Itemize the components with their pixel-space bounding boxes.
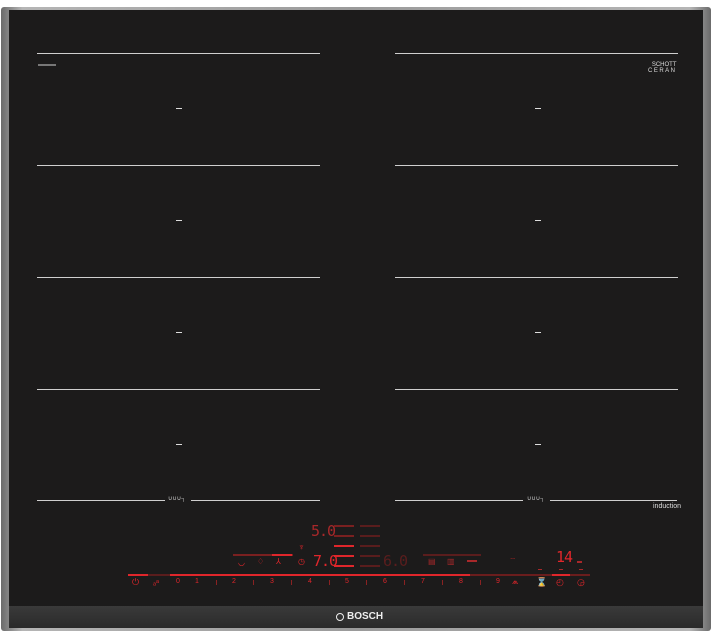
power-level-9[interactable]: 9 bbox=[496, 578, 500, 585]
fry-sensor-bar bbox=[233, 554, 293, 556]
function-bar bbox=[423, 554, 481, 556]
timer-icon[interactable]: ◷ bbox=[298, 557, 305, 566]
power-level-1[interactable]: 1 bbox=[195, 578, 199, 585]
zone-marker[interactable] bbox=[176, 108, 182, 109]
timer-bar bbox=[552, 574, 570, 576]
level-bar bbox=[334, 565, 354, 567]
schott-ceran-logo: SCHOTT CERAN bbox=[648, 62, 677, 74]
power-level-8[interactable]: 8 bbox=[459, 578, 463, 585]
power-half-step[interactable] bbox=[479, 580, 481, 585]
zone-line bbox=[37, 53, 320, 54]
model-label bbox=[38, 64, 56, 66]
power-half-step[interactable] bbox=[328, 580, 330, 585]
flex-zone-line bbox=[550, 500, 677, 501]
pot-icon[interactable]: ▥ bbox=[447, 557, 455, 566]
child-lock-icon[interactable]: ₐᵃ bbox=[153, 578, 159, 587]
stopwatch-icon[interactable]: ⌛ bbox=[536, 577, 548, 587]
level-bar bbox=[334, 535, 354, 537]
level-bar bbox=[360, 545, 380, 547]
fry-sensor-mid-icon[interactable]: ♢ bbox=[257, 557, 265, 566]
power-level-7[interactable]: 7 bbox=[421, 578, 425, 585]
zone-marker[interactable] bbox=[535, 332, 541, 333]
zone-marker[interactable] bbox=[176, 444, 182, 445]
power-half-step[interactable] bbox=[253, 580, 254, 585]
zone-marker[interactable] bbox=[176, 332, 182, 333]
power-half-step[interactable] bbox=[215, 580, 217, 585]
zone-marker[interactable] bbox=[535, 220, 541, 221]
zone-line bbox=[37, 277, 320, 278]
timer-display: 14 bbox=[556, 548, 573, 566]
induction-label: induction bbox=[653, 503, 682, 510]
minus-indicator bbox=[579, 569, 583, 570]
move-icon[interactable] bbox=[467, 560, 477, 562]
left-zone-display: 7.0 bbox=[313, 552, 338, 570]
zone-line bbox=[395, 53, 678, 54]
power-half-step[interactable] bbox=[366, 580, 367, 585]
zone-line bbox=[37, 389, 320, 390]
power-icon[interactable]: ⏻ bbox=[132, 577, 140, 587]
level-bar bbox=[360, 565, 380, 567]
wifi-icon[interactable]: ⌔ bbox=[509, 556, 517, 565]
level-bar bbox=[360, 525, 380, 527]
flex-zone-line bbox=[37, 500, 165, 501]
fry-sensor-low-icon[interactable]: ◡ bbox=[238, 558, 245, 567]
power-bar bbox=[128, 574, 148, 576]
power-level-2[interactable]: 2 bbox=[232, 578, 236, 585]
zone-marker[interactable] bbox=[535, 444, 541, 445]
timer-unit bbox=[577, 561, 582, 563]
flex-zone-logo-right: ∪∪∪┐ bbox=[527, 496, 545, 502]
zone-line bbox=[395, 389, 678, 390]
power-level-4[interactable]: 4 bbox=[308, 578, 312, 585]
hood-icon[interactable]: ♆ bbox=[298, 542, 305, 552]
alarm-icon[interactable]: ◶ bbox=[577, 577, 585, 587]
power-half-step[interactable] bbox=[442, 580, 443, 585]
flex-zone-logo-left: ∪∪∪┐ bbox=[168, 496, 186, 502]
power-level-3[interactable]: 3 bbox=[270, 578, 274, 585]
boost-icon[interactable]: ⩕ bbox=[512, 577, 519, 586]
fry-sensor-bar-active bbox=[272, 554, 292, 556]
clock-icon[interactable]: ◴ bbox=[556, 577, 564, 587]
power-level-5[interactable]: 5 bbox=[345, 578, 349, 585]
fry-sensor-high-icon[interactable]: ⅄ bbox=[276, 557, 281, 566]
ceramic-glass bbox=[9, 10, 703, 606]
zone-line bbox=[395, 277, 678, 278]
power-half-step[interactable] bbox=[404, 580, 405, 585]
level-bar bbox=[334, 555, 354, 557]
flex-zone-line bbox=[395, 500, 523, 501]
bosch-logo: BOSCH bbox=[336, 611, 383, 622]
level-bar bbox=[360, 535, 380, 537]
bosch-armature-icon bbox=[336, 612, 344, 621]
zone-line bbox=[395, 165, 678, 166]
flex-zone-line bbox=[191, 500, 320, 501]
zone-marker[interactable] bbox=[535, 108, 541, 109]
right-zone-display: 6.0 bbox=[383, 552, 408, 570]
keep-warm-icon[interactable]: ▤ bbox=[428, 557, 436, 566]
slider-track-end bbox=[470, 574, 590, 576]
top-display: 5.0 bbox=[311, 522, 336, 540]
slider-fill bbox=[170, 574, 470, 576]
zone-line bbox=[37, 165, 320, 166]
minus-indicator bbox=[559, 569, 563, 570]
level-bar bbox=[360, 555, 380, 557]
power-level-0[interactable]: 0 bbox=[176, 578, 180, 585]
zone-marker[interactable] bbox=[176, 220, 182, 221]
minus-indicator bbox=[538, 569, 542, 570]
front-strip bbox=[9, 606, 703, 628]
power-level-6[interactable]: 6 bbox=[383, 578, 387, 585]
power-half-step[interactable] bbox=[291, 580, 292, 585]
level-bar bbox=[334, 525, 354, 527]
level-bar bbox=[334, 545, 354, 547]
